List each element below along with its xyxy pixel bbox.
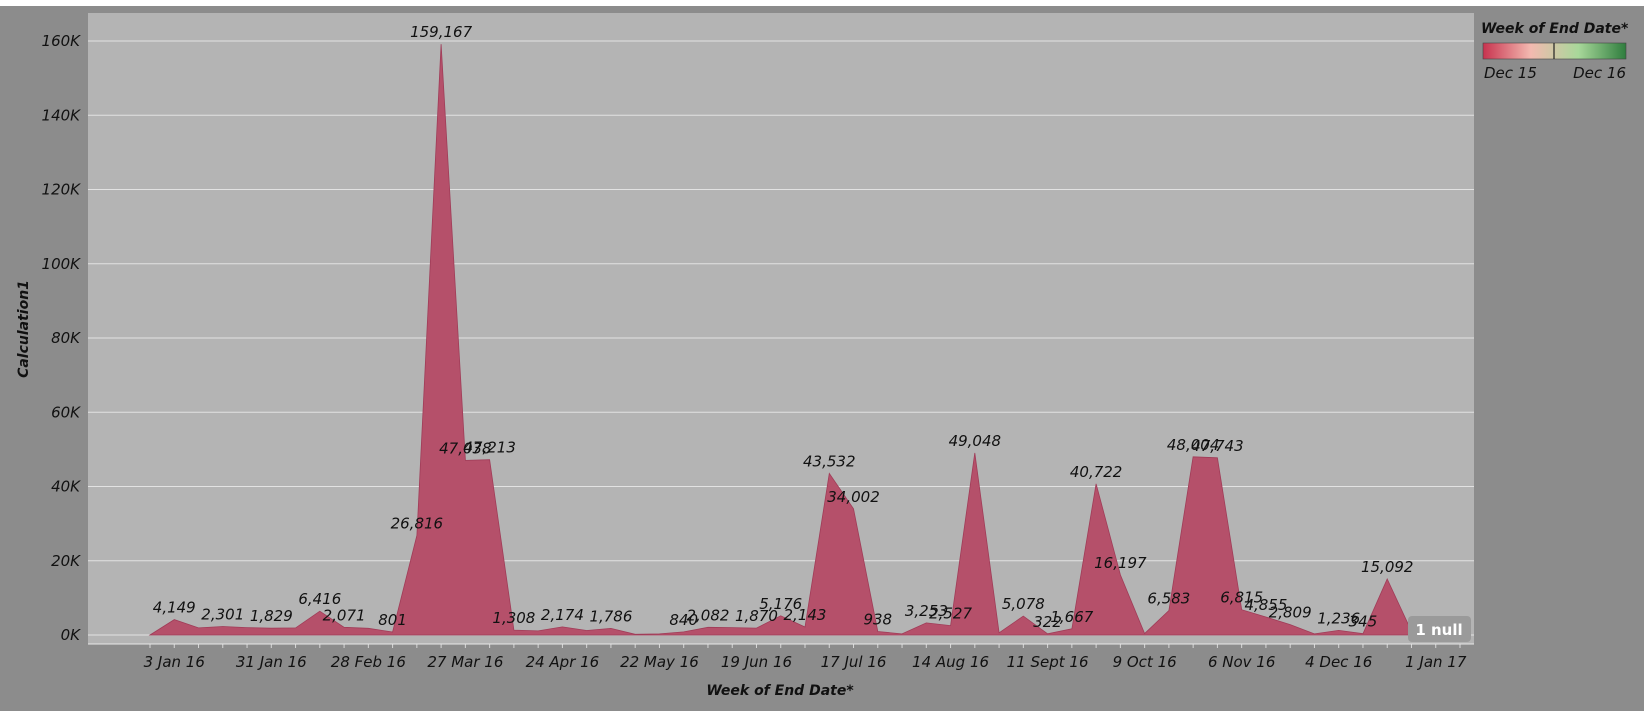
legend: Week of End Date* Dec 15 Dec 16 [1481, 21, 1629, 82]
data-label: 4,149 [153, 599, 196, 617]
y-axis-tick-labels: 0K 20K 40K 60K 80K 100K 120K 140K 160K [42, 32, 82, 644]
area-fill [148, 44, 1419, 636]
data-label: 345 [1349, 613, 1378, 631]
data-label: 322 [1033, 613, 1062, 631]
x-tick-label: 24 Apr 16 [526, 653, 600, 671]
data-label: 1,829 [250, 607, 293, 625]
data-label: 15,092 [1361, 558, 1414, 576]
data-label: 2,301 [201, 605, 244, 623]
data-label: 2,082 [686, 606, 729, 624]
x-axis-tick-marks [149, 644, 1461, 648]
x-tick-label: 1 Jan 17 [1405, 653, 1467, 671]
data-label: 43,532 [803, 452, 856, 470]
data-label: 47,038 [439, 439, 492, 457]
data-label: 5,078 [1002, 595, 1045, 613]
data-label: 2,527 [929, 605, 972, 623]
data-label: 3,253 [905, 602, 948, 620]
legend-max-label: Dec 16 [1573, 64, 1626, 82]
data-label: 1,786 [589, 607, 632, 625]
area-series [148, 44, 1419, 636]
x-tick-label: 4 Dec 16 [1305, 653, 1372, 671]
x-tick-label: 22 May 16 [620, 653, 699, 671]
data-label: 6,583 [1147, 590, 1190, 608]
data-label: 47,213 [463, 439, 516, 457]
data-label: 938 [863, 611, 892, 629]
data-label: 1,667 [1050, 608, 1093, 626]
data-label: 47,743 [1191, 437, 1244, 455]
data-label: 16,197 [1094, 554, 1147, 572]
data-label: 840 [669, 611, 698, 629]
y-tick-label: 0K [61, 626, 82, 644]
header-strip [0, 0, 1644, 6]
x-tick-label: 27 Mar 16 [427, 653, 503, 671]
null-indicator[interactable]: 1 null [1408, 616, 1471, 642]
x-tick-label: 28 Feb 16 [331, 653, 406, 671]
data-label: 801 [378, 611, 407, 629]
data-label: 1,236 [1317, 609, 1360, 627]
x-tick-label: 11 Sept 16 [1007, 653, 1089, 671]
data-label: 40,722 [1070, 463, 1123, 481]
x-tick-label: 17 Jul 16 [821, 653, 887, 671]
data-label: 6,815 [1220, 589, 1263, 607]
x-tick-label: 19 Jun 16 [721, 653, 792, 671]
data-label: 48,004 [1167, 436, 1220, 454]
data-label: 34,002 [827, 488, 880, 506]
y-axis-title: Calculation1 [16, 280, 32, 378]
y-tick-label: 120K [42, 181, 82, 199]
x-tick-label: 31 Jan 16 [236, 653, 307, 671]
x-axis-tick-labels: 3 Jan 16 31 Jan 16 28 Feb 16 27 Mar 16 24 Ap… [144, 653, 1467, 671]
data-label: 159,167 [410, 23, 472, 41]
legend-min-label: Dec 15 [1484, 64, 1537, 82]
x-tick-label: 6 Nov 16 [1208, 653, 1275, 671]
data-label: 2,143 [784, 606, 827, 624]
plot-area [88, 13, 1474, 644]
data-label: 1,308 [492, 609, 535, 627]
data-label: 4,855 [1244, 596, 1287, 614]
x-tick-label: 9 Oct 16 [1113, 653, 1177, 671]
data-label: 49,048 [949, 432, 1002, 450]
data-label: 2,809 [1269, 604, 1312, 622]
x-axis-title: Week of End Date* [706, 683, 854, 699]
null-badge-text[interactable]: 1 null [1415, 621, 1462, 639]
x-tick-label: 3 Jan 16 [144, 653, 205, 671]
y-tick-label: 100K [42, 255, 82, 273]
data-label: 2,071 [323, 606, 366, 624]
null-badge-background[interactable] [1408, 616, 1471, 642]
y-tick-label: 140K [42, 106, 82, 124]
data-label: 2,174 [541, 606, 584, 624]
y-tick-label: 60K [51, 403, 81, 421]
legend-title: Week of End Date* [1481, 21, 1629, 37]
data-label: 5,176 [759, 595, 802, 613]
y-tick-label: 80K [51, 329, 81, 347]
y-tick-label: 20K [51, 552, 81, 570]
data-label: 6,416 [298, 590, 341, 608]
data-label: 1,870 [735, 607, 778, 625]
data-label: 26,816 [391, 514, 444, 532]
y-tick-label: 40K [51, 478, 81, 496]
x-tick-label: 14 Aug 16 [912, 653, 989, 671]
y-tick-label: 160K [42, 32, 82, 50]
